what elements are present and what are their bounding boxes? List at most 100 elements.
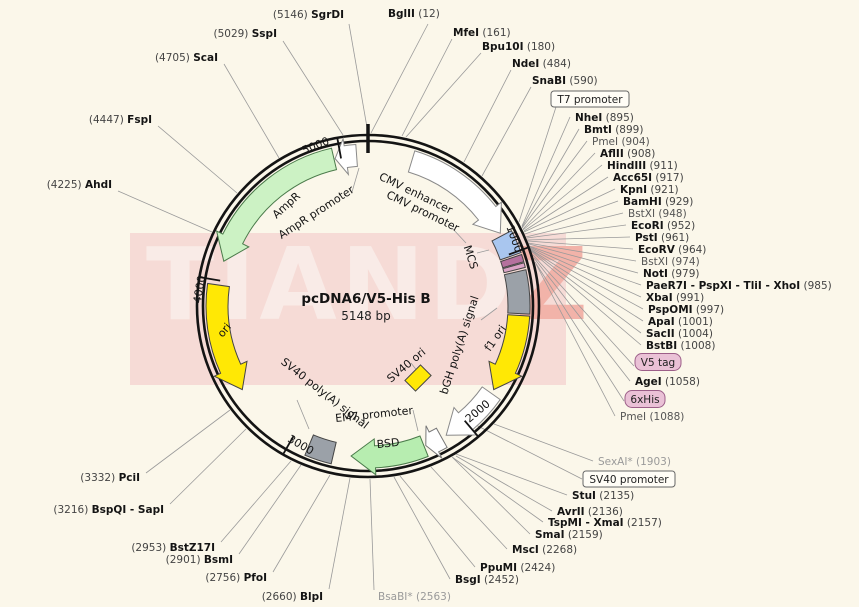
site-label-msci-2268: MscI (2268) — [512, 544, 577, 556]
site-label-fspi-4447: (4447) FspI — [89, 114, 152, 126]
site-label-sspi-5029: (5029) SspI — [213, 28, 277, 40]
tick-1000 — [508, 246, 529, 256]
6xhis-frame — [624, 390, 666, 408]
leader-line-apai — [529, 248, 644, 322]
leader-line-t7-promoter — [518, 106, 557, 223]
site-label-psti-961: PstI (961) — [635, 232, 689, 244]
site-label-avrii-2136: AvrII (2136) — [557, 506, 623, 518]
leader-line-bpu10i — [405, 52, 482, 138]
leader-line-noti — [528, 243, 639, 274]
site-label-blpi-2660: (2660) BlpI — [262, 591, 323, 603]
site-label-pmei-1088: PmeI (1088) — [620, 411, 684, 423]
leader-line-bstxi — [527, 242, 637, 262]
tick-4000 — [199, 276, 221, 282]
leader-line-acc65i — [523, 176, 609, 232]
feature-leader-1 — [451, 227, 467, 244]
v5-tag-frame — [634, 353, 682, 371]
leader-line-ecorv — [527, 240, 634, 250]
annotation-v5-tag: V5 tag — [634, 353, 682, 371]
leader-line-snabi — [481, 86, 532, 177]
feature-label-bsd: BSD — [376, 436, 400, 451]
leader-line-scai — [223, 63, 280, 159]
tick-label-4000: 4000 — [191, 274, 209, 304]
leader-line-v5-tag — [532, 254, 635, 367]
feature-bgh-polya-signal — [503, 269, 531, 315]
leader-line-blpi — [328, 477, 351, 590]
leader-line-bsgi — [393, 476, 451, 580]
leader-line-bstxi — [525, 212, 624, 238]
annotation-sv40-promoter: SV40 promoter — [582, 470, 676, 488]
site-label-bspqi-sapi-3216: (3216) BspQI - SapI — [53, 504, 164, 516]
t7-promoter-text: T7 promoter — [556, 94, 623, 106]
leader-line-sv40-promoter — [465, 419, 583, 480]
leader-line-bmti — [521, 128, 580, 228]
site-label-pmei-904: PmeI (904) — [592, 136, 650, 148]
leader-line-stui — [455, 453, 568, 496]
site-label-tspmi-xmai-2157: TspMI - XmaI (2157) — [548, 517, 662, 529]
feature-sv40-promoter — [445, 386, 501, 436]
feature-f1-ori — [488, 314, 531, 391]
site-label-pspomi-997: PspOMI (997) — [648, 304, 724, 316]
site-label-stui-2135: StuI (2135) — [572, 490, 634, 502]
leader-line-fspi — [157, 125, 238, 194]
leader-line-sacii — [530, 249, 642, 334]
plasmid-title-block: pcDNA6/V5-His B 5148 bp — [246, 291, 486, 323]
leader-line-pfoi — [272, 474, 331, 573]
site-label-acc65i-917: Acc65I (917) — [613, 172, 684, 184]
site-label-ecorv-964: EcoRV (964) — [638, 244, 706, 256]
site-label-bamhi-929: BamHI (929) — [623, 196, 693, 208]
feature-ampr-promoter — [334, 136, 358, 177]
feature-ori — [205, 282, 248, 391]
leader-line-pmei — [535, 263, 616, 417]
leader-line-ndei — [463, 69, 512, 163]
leader-line-bstz17i — [220, 460, 292, 543]
site-label-pcii-3332: (3332) PciI — [80, 472, 140, 484]
site-label-snabi-590: SnaBI (590) — [532, 75, 598, 87]
leader-line-hindiii — [522, 164, 603, 231]
site-label-sacii-1004: SacII (1004) — [646, 328, 713, 340]
leader-line-ahdi — [117, 190, 213, 233]
feature-leader-6 — [412, 409, 419, 432]
feature-six-his — [502, 262, 526, 274]
tick-3000 — [282, 435, 295, 455]
tick-label-3000: 3000 — [285, 432, 316, 457]
site-label-bstz17i-2953: (2953) BstZ17I — [131, 542, 215, 554]
site-label-bglii-12: BglII (12) — [388, 8, 440, 20]
site-label-agei-1058: AgeI (1058) — [635, 376, 700, 388]
site-label-pfoi-2756: (2756) PfoI — [205, 572, 267, 584]
annotation-6xhis: 6xHis — [624, 390, 666, 408]
site-label-bstxi-974: BstXI (974) — [641, 256, 700, 268]
site-label-mfei-161: MfeI (161) — [453, 27, 511, 39]
leader-line-sspi — [282, 40, 344, 136]
leader-line-bglii — [370, 23, 429, 134]
site-label-sgrdi-5146: (5146) SgrDI — [273, 9, 344, 21]
feature-sv40-ori — [404, 364, 432, 392]
leader-line-bsmi — [238, 464, 302, 555]
leader-line-smai — [452, 457, 531, 535]
sv40-promoter-text: SV40 promoter — [589, 474, 669, 486]
t7-promoter-frame — [550, 90, 630, 108]
leader-line-xbai — [529, 246, 642, 298]
feature-em7-promoter — [425, 425, 448, 459]
plasmid-size: 5148 bp — [341, 309, 391, 323]
site-label-kpni-921: KpnI (921) — [620, 184, 679, 196]
leader-line-msci — [430, 466, 508, 550]
leader-line-ppumi — [399, 475, 476, 568]
leader-line-nhei — [521, 116, 571, 227]
leader-line-sgrdi — [348, 23, 369, 134]
site-label-bmti-899: BmtI (899) — [584, 124, 643, 136]
feature-v5-tag — [500, 253, 525, 269]
leader-line-psti — [526, 236, 631, 241]
site-label-sexai-1903: SexAI* (1903) — [598, 456, 671, 468]
leader-line-bstbi — [530, 250, 642, 346]
site-label-paer7i-pspxi-tlii-xhoi-985: PaeR7I - PspXI - TliI - XhoI (985) — [646, 280, 832, 292]
site-label-bsmi-2901: (2901) BsmI — [166, 554, 233, 566]
feature-leader-2 — [476, 249, 490, 254]
leader-line-paer7i-pspxi-tlii-xhoi — [528, 245, 642, 286]
leader-line-sexai — [493, 423, 594, 462]
site-label-bsgi-2452: BsgI (2452) — [455, 574, 519, 586]
leader-line-avrii — [455, 455, 553, 512]
leader-line-agei — [533, 257, 631, 382]
leader-line-pmei — [521, 140, 588, 229]
